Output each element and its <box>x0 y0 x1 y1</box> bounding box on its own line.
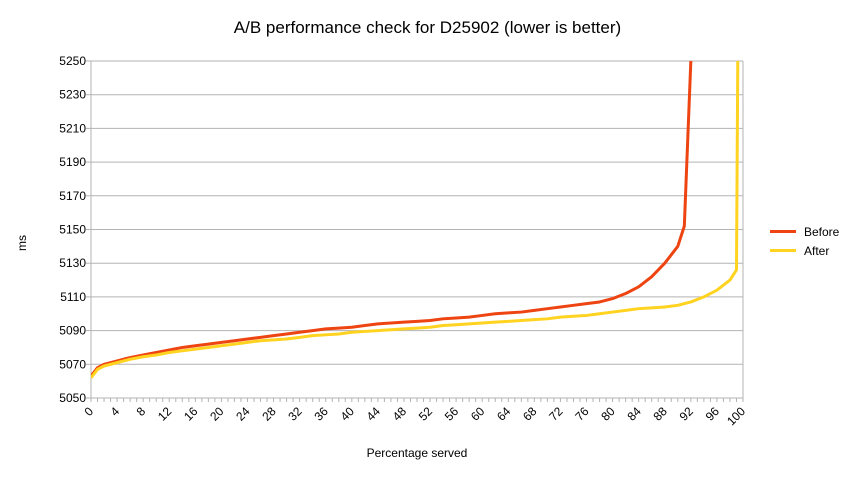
x-tick-label: 44 <box>364 404 384 424</box>
legend-label-before: Before <box>804 224 840 239</box>
x-tick-label: 36 <box>311 404 331 424</box>
x-tick-label: 80 <box>598 404 618 424</box>
x-tick-label: 64 <box>494 404 514 424</box>
x-tick-label: 68 <box>520 404 540 424</box>
y-tick-label: 5150 <box>59 223 86 237</box>
x-tick-label: 12 <box>155 404 175 424</box>
x-tick-label: 4 <box>108 404 123 419</box>
y-tick-label: 5170 <box>59 189 86 203</box>
series-line-before <box>91 61 693 378</box>
x-tick-label: 28 <box>259 404 279 424</box>
x-tick-label: 100 <box>724 404 748 428</box>
legend-item-after: After <box>770 241 839 260</box>
chart-title: A/B performance check for D25902 (lower … <box>233 18 622 37</box>
legend-item-before: Before <box>770 222 839 241</box>
y-tick-label: 5050 <box>59 391 86 405</box>
x-tick-label: 84 <box>624 404 644 424</box>
x-tick-label: 92 <box>677 404 697 424</box>
x-tick-label: 72 <box>546 404 566 424</box>
y-tick-label: 5110 <box>60 290 86 304</box>
y-tick-label: 5130 <box>59 256 86 270</box>
x-tick-label: 16 <box>181 404 201 424</box>
y-tick-label: 5230 <box>59 88 86 102</box>
y-tick-label: 5250 <box>59 54 86 68</box>
x-tick-label: 76 <box>572 404 592 424</box>
x-tick-label: 24 <box>233 404 253 424</box>
x-tick-label: 20 <box>207 404 227 424</box>
legend-label-after: After <box>804 243 830 258</box>
x-tick-label: 96 <box>703 404 723 424</box>
legend: Before After <box>770 222 839 260</box>
x-tick-label: 88 <box>651 404 671 424</box>
x-tick-label: 48 <box>390 404 410 424</box>
x-axis-label: Percentage served <box>366 446 468 460</box>
y-axis-label: ms <box>15 235 29 251</box>
series-line-after <box>91 61 740 379</box>
y-tick-label: 5090 <box>59 324 86 338</box>
x-tick-label: 8 <box>134 404 149 419</box>
y-tick-label: 5070 <box>59 357 86 371</box>
y-tick-label: 5190 <box>59 155 86 169</box>
x-tick-label: 32 <box>285 404 305 424</box>
x-tick-label: 0 <box>81 404 96 419</box>
x-tick-label: 40 <box>338 404 358 424</box>
x-tick-label: 60 <box>468 404 488 424</box>
x-tick-label: 56 <box>442 404 462 424</box>
y-tick-label: 5210 <box>59 121 86 135</box>
x-tick-label: 52 <box>416 404 436 424</box>
legend-swatch-before <box>770 230 796 233</box>
legend-swatch-after <box>770 249 796 252</box>
